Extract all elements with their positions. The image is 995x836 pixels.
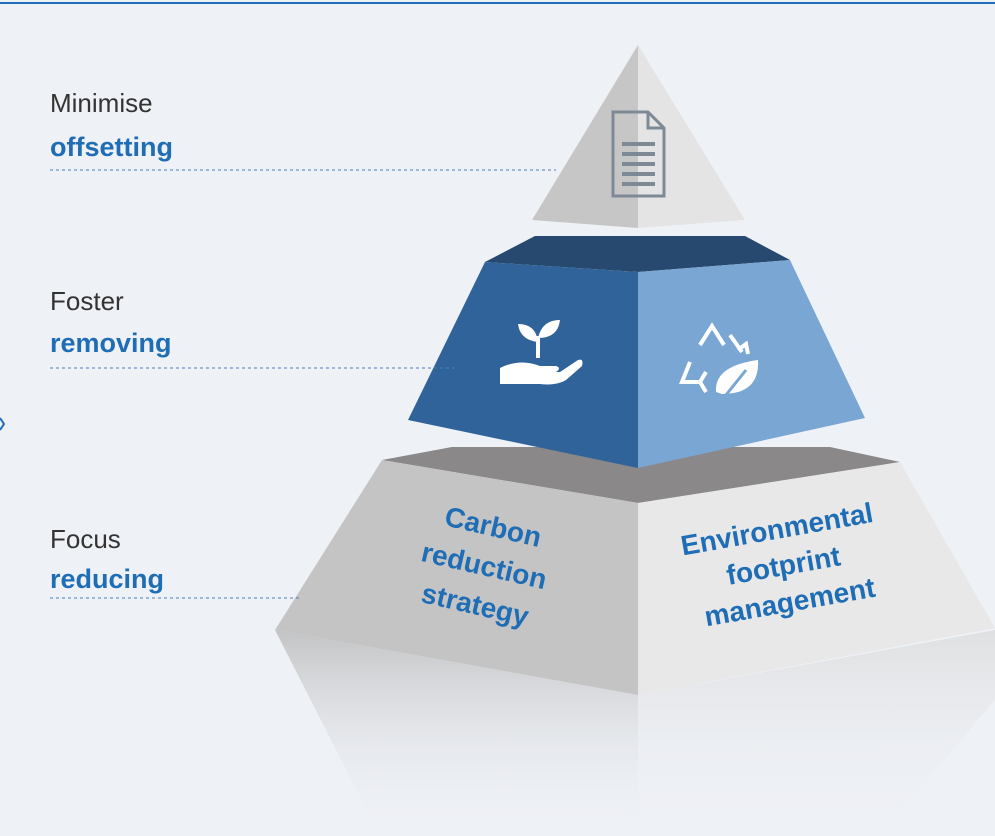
base-top	[382, 447, 900, 503]
document-icon	[611, 110, 666, 198]
edge-mark	[0, 417, 6, 431]
level-verb: Minimise	[50, 88, 153, 118]
base-right	[638, 462, 995, 695]
level-focus: offsetting	[50, 132, 173, 162]
level-verb: Focus	[50, 524, 121, 554]
reflection-right	[638, 630, 995, 836]
recycle-icon	[679, 322, 759, 401]
base-left	[275, 460, 638, 695]
top-right	[638, 45, 745, 228]
top-left	[532, 45, 638, 228]
plant-icon	[500, 320, 583, 385]
reflection-left	[275, 630, 638, 836]
level-verb: Foster	[50, 286, 124, 316]
level-focus: reducing	[50, 564, 164, 594]
mid-top	[485, 236, 790, 272]
level-focus: removing	[50, 328, 172, 358]
